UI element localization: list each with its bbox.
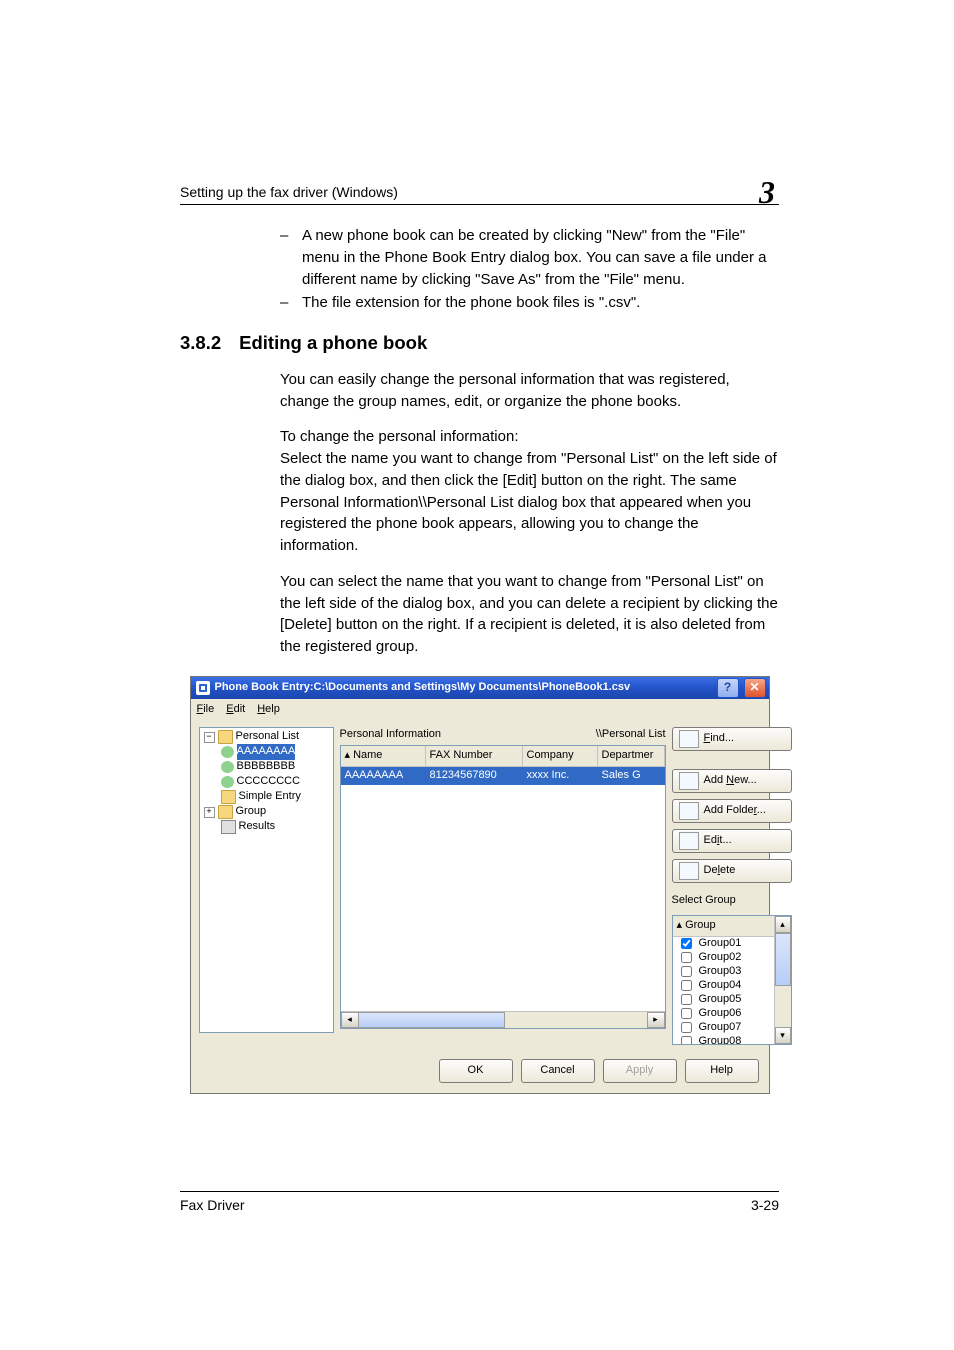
scroll-right-icon[interactable]: ▸ xyxy=(647,1012,665,1028)
col-company[interactable]: Company xyxy=(523,746,598,766)
group-row[interactable]: Group04 xyxy=(673,979,774,993)
add-folder-icon xyxy=(679,802,699,820)
tree-personal-list[interactable]: Personal List xyxy=(236,729,300,745)
footer-right: 3-29 xyxy=(751,1195,779,1215)
section-number: 3.8.2 xyxy=(180,330,221,357)
minus-icon[interactable]: − xyxy=(204,732,215,743)
group-row[interactable]: Group01 xyxy=(673,937,774,951)
edit-icon xyxy=(679,832,699,850)
help-titlebar-button[interactable]: ? xyxy=(717,678,739,698)
scroll-up-icon[interactable]: ▴ xyxy=(775,916,791,933)
section-heading: 3.8.2 Editing a phone book xyxy=(180,330,779,357)
folder-icon xyxy=(218,805,233,819)
bullet-2: The file extension for the phone book fi… xyxy=(280,292,779,314)
scroll-thumb[interactable] xyxy=(359,1012,506,1028)
tree-entry-cccc[interactable]: CCCCCCCC xyxy=(237,774,301,790)
cancel-button[interactable]: Cancel xyxy=(521,1059,595,1083)
group-row[interactable]: Group05 xyxy=(673,993,774,1007)
tree-entry-bbbb[interactable]: BBBBBBBB xyxy=(237,759,296,775)
horizontal-scrollbar[interactable]: ◂ ▸ xyxy=(341,1011,665,1028)
scroll-thumb[interactable] xyxy=(775,933,791,986)
plus-icon[interactable]: + xyxy=(204,807,215,818)
group-checkbox[interactable] xyxy=(681,966,692,977)
delete-icon xyxy=(679,862,699,880)
list-pane: Personal Information \\Personal List ▴ N… xyxy=(340,727,666,1045)
edit-button[interactable]: Edit... xyxy=(672,829,792,853)
group-checkbox[interactable] xyxy=(681,1022,692,1033)
person-icon xyxy=(221,776,234,788)
tree-group[interactable]: Group xyxy=(236,804,267,820)
dialog-button-row: OK Cancel Apply Help xyxy=(191,1051,769,1093)
group-checkbox[interactable] xyxy=(681,1036,692,1044)
results-icon xyxy=(221,820,236,834)
paragraph-3: You can select the name that you want to… xyxy=(280,571,779,658)
group-row[interactable]: Group06 xyxy=(673,1007,774,1021)
paragraph-1: You can easily change the personal infor… xyxy=(280,369,779,413)
col-name[interactable]: ▴ Name xyxy=(341,746,426,766)
person-icon xyxy=(221,761,234,773)
chapter-number: 3 xyxy=(749,176,779,208)
add-folder-button[interactable]: Add Folder... xyxy=(672,799,792,823)
page-body: A new phone book can be created by click… xyxy=(180,225,779,1094)
scroll-left-icon[interactable]: ◂ xyxy=(341,1012,359,1028)
group-row[interactable]: Group07 xyxy=(673,1021,774,1035)
folder-icon xyxy=(221,790,236,804)
window-title: Phone Book Entry:C:\Documents and Settin… xyxy=(215,680,631,696)
section-title: Editing a phone book xyxy=(239,330,427,357)
col-dept[interactable]: Departmer xyxy=(598,746,665,766)
find-button[interactable]: Find... xyxy=(672,727,792,751)
tree-simple-entry[interactable]: Simple Entry xyxy=(239,789,301,805)
add-new-button[interactable]: Add New... xyxy=(672,769,792,793)
titlebar: Phone Book Entry:C:\Documents and Settin… xyxy=(191,677,769,699)
running-title: Setting up the fax driver (Windows) xyxy=(180,182,398,202)
vertical-scrollbar[interactable]: ▴ ▾ xyxy=(774,916,791,1044)
phonebook-dialog: Phone Book Entry:C:\Documents and Settin… xyxy=(190,676,770,1094)
delete-button[interactable]: Delete xyxy=(672,859,792,883)
menu-file[interactable]: File xyxy=(197,702,215,718)
help-button[interactable]: Help xyxy=(685,1059,759,1083)
tree-results[interactable]: Results xyxy=(239,819,276,835)
group-row[interactable]: Group08 xyxy=(673,1035,774,1044)
scroll-down-icon[interactable]: ▾ xyxy=(775,1027,791,1044)
col-fax[interactable]: FAX Number xyxy=(426,746,523,766)
folder-icon xyxy=(218,730,233,744)
page-footer: Fax Driver 3-29 xyxy=(180,1191,779,1215)
apply-button[interactable]: Apply xyxy=(603,1059,677,1083)
ok-button[interactable]: OK xyxy=(439,1059,513,1083)
footer-left: Fax Driver xyxy=(180,1195,245,1215)
person-icon xyxy=(221,746,234,758)
group-checkbox[interactable] xyxy=(681,980,692,991)
group-row[interactable]: Group03 xyxy=(673,965,774,979)
group-checkbox[interactable] xyxy=(681,1008,692,1019)
select-group-header[interactable]: ▴ Group xyxy=(673,916,774,937)
select-group-box: ▴ Group Group01 Group02 Group03 Group04 … xyxy=(672,915,792,1045)
list-row-selected[interactable]: AAAAAAAA 81234567890 xxxx Inc. Sales G xyxy=(341,767,665,785)
intro-bullets: A new phone book can be created by click… xyxy=(280,225,779,314)
group-checkbox[interactable] xyxy=(681,994,692,1005)
close-titlebar-button[interactable]: ✕ xyxy=(744,678,766,698)
menu-edit[interactable]: Edit xyxy=(226,702,245,718)
group-checkbox[interactable] xyxy=(681,938,692,949)
running-header: Setting up the fax driver (Windows) 3 xyxy=(180,170,779,205)
tree-view[interactable]: − Personal List AAAAAAAA BBBBBBBB CCCCCCC… xyxy=(199,727,334,1033)
tree-entry-aaaa[interactable]: AAAAAAAA xyxy=(237,744,296,760)
menu-bar: File Edit Help xyxy=(191,699,769,721)
pane-title-left: Personal Information xyxy=(340,727,442,743)
find-icon xyxy=(679,730,699,748)
select-group-label: Select Group xyxy=(672,893,792,909)
bullet-1: A new phone book can be created by click… xyxy=(280,225,779,290)
paragraph-2: To change the personal information: Sele… xyxy=(280,426,779,557)
list-header: ▴ Name FAX Number Company Departmer xyxy=(341,746,665,767)
menu-help[interactable]: Help xyxy=(257,702,280,718)
list-view[interactable]: ▴ Name FAX Number Company Departmer AAAA… xyxy=(340,745,666,1029)
pane-title-right: \\Personal List xyxy=(596,727,666,743)
add-new-icon xyxy=(679,772,699,790)
group-row[interactable]: Group02 xyxy=(673,951,774,965)
right-button-column: Find... Add New... Add Folder... Edit...… xyxy=(672,727,792,1045)
group-checkbox[interactable] xyxy=(681,952,692,963)
app-icon xyxy=(196,681,210,695)
